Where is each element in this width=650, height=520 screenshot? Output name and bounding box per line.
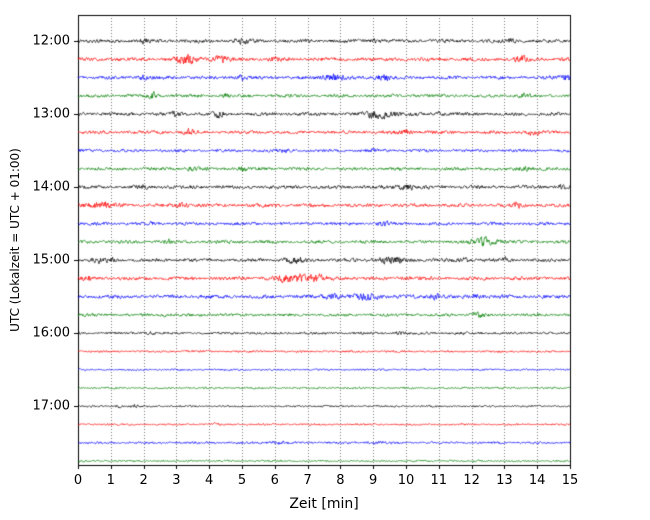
x-tick-label: 7 bbox=[303, 473, 312, 488]
x-tick-label: 15 bbox=[561, 473, 579, 488]
y-tick-label: 15:00 bbox=[32, 252, 70, 268]
x-tick-label: 8 bbox=[336, 473, 345, 488]
x-axis-label: Zeit [min] bbox=[289, 496, 359, 512]
x-tick-label: 2 bbox=[139, 473, 148, 488]
y-tick-label: 12:00 bbox=[32, 33, 70, 49]
y-tick-label: 14:00 bbox=[32, 179, 70, 195]
x-tick-label: 12 bbox=[463, 473, 480, 488]
x-tick-label: 3 bbox=[172, 473, 181, 488]
y-axis-label: UTC (Lokalzeit = UTC + 01:00) bbox=[8, 148, 22, 332]
x-tick-label: 5 bbox=[237, 473, 247, 488]
x-tick-label: 1 bbox=[106, 473, 115, 488]
x-tick-label: 9 bbox=[369, 473, 378, 488]
x-tick-label: 11 bbox=[430, 473, 448, 488]
y-tick-label: 16:00 bbox=[32, 325, 70, 341]
x-tick-label: 0 bbox=[73, 473, 83, 488]
y-tick-label: 17:00 bbox=[32, 398, 70, 414]
x-tick-label: 14 bbox=[528, 473, 546, 488]
x-tick-label: 10 bbox=[397, 473, 415, 488]
x-tick-label: 6 bbox=[270, 473, 279, 488]
y-tick-label: 13:00 bbox=[32, 106, 70, 122]
x-tick-label: 13 bbox=[496, 473, 513, 488]
x-tick-label: 4 bbox=[205, 473, 214, 488]
